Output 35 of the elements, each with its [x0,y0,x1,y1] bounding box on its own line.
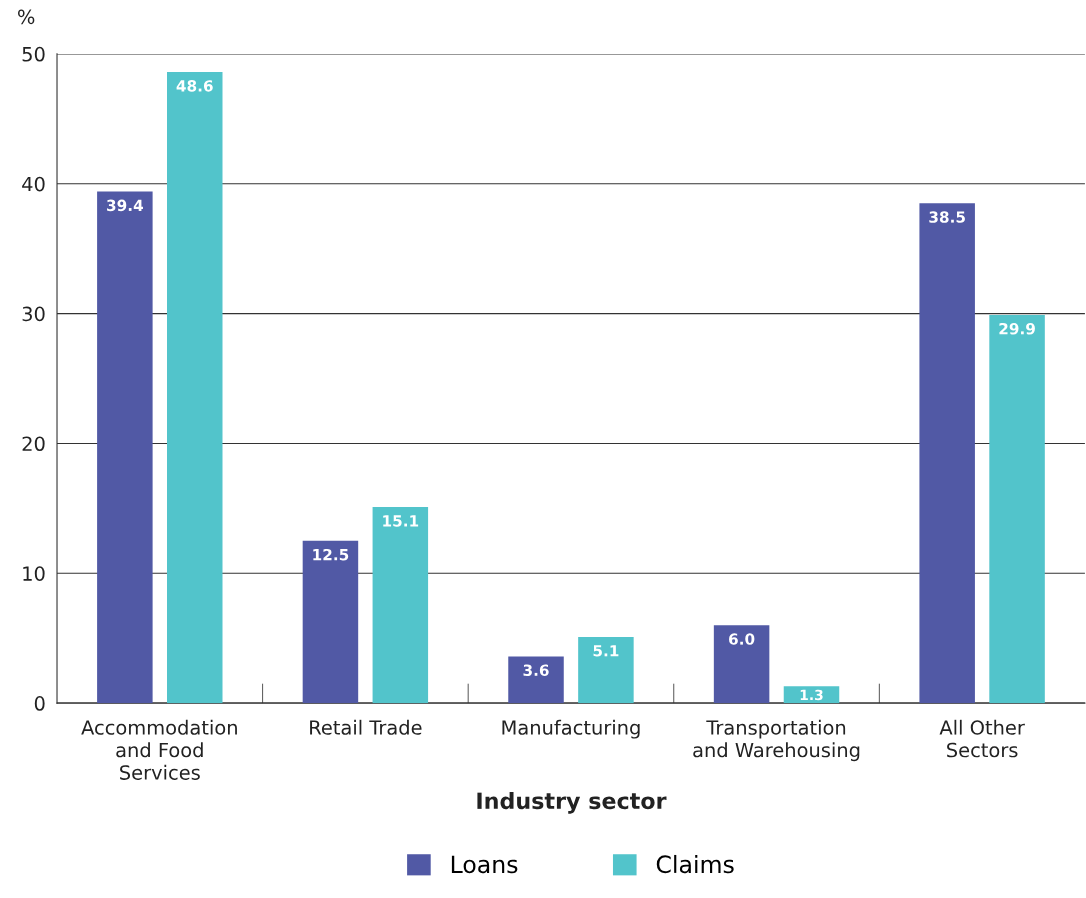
y-tick-label: 0 [34,696,45,711]
data-label: 15.1 [383,515,419,527]
data-label: 29.9 [999,322,1035,335]
x-tick-label: Manufacturing [502,719,640,739]
legend-label: Claims [656,854,734,874]
bar [302,540,359,704]
legend-label: Loans [451,855,518,874]
bar [783,686,840,704]
bar [167,72,223,704]
bar [989,314,1045,704]
x-axis-title: Industry sector [477,791,667,814]
bar [713,625,770,704]
data-label: 38.5 [929,211,965,223]
bar [578,636,634,704]
y-tick-label: 40 [22,176,45,192]
y-tick-label: 30 [22,306,45,322]
x-tick-label: Retail Trade [310,719,422,735]
y-tick-label: 20 [22,436,45,452]
y-tick-label: 50 [22,46,45,62]
y-axis-title: % [18,9,35,25]
x-tick-label: Transportation and Warehousing [693,719,860,762]
bar [919,203,975,704]
y-tick-label: 10 [23,566,45,581]
data-label: 1.3 [800,689,823,701]
bar [508,656,564,704]
data-label: 5.1 [593,645,619,657]
data-label: 12.5 [313,548,349,561]
data-label: 48.6 [176,80,213,92]
bar [372,507,429,704]
data-label: 6.0 [729,633,755,645]
x-tick-label: All Other Sectors [939,719,1025,758]
x-tick-label: Accommodation and Food Services [81,719,237,780]
bar [97,191,153,704]
data-label: 39.4 [107,199,143,212]
data-label: 3.6 [523,664,549,676]
